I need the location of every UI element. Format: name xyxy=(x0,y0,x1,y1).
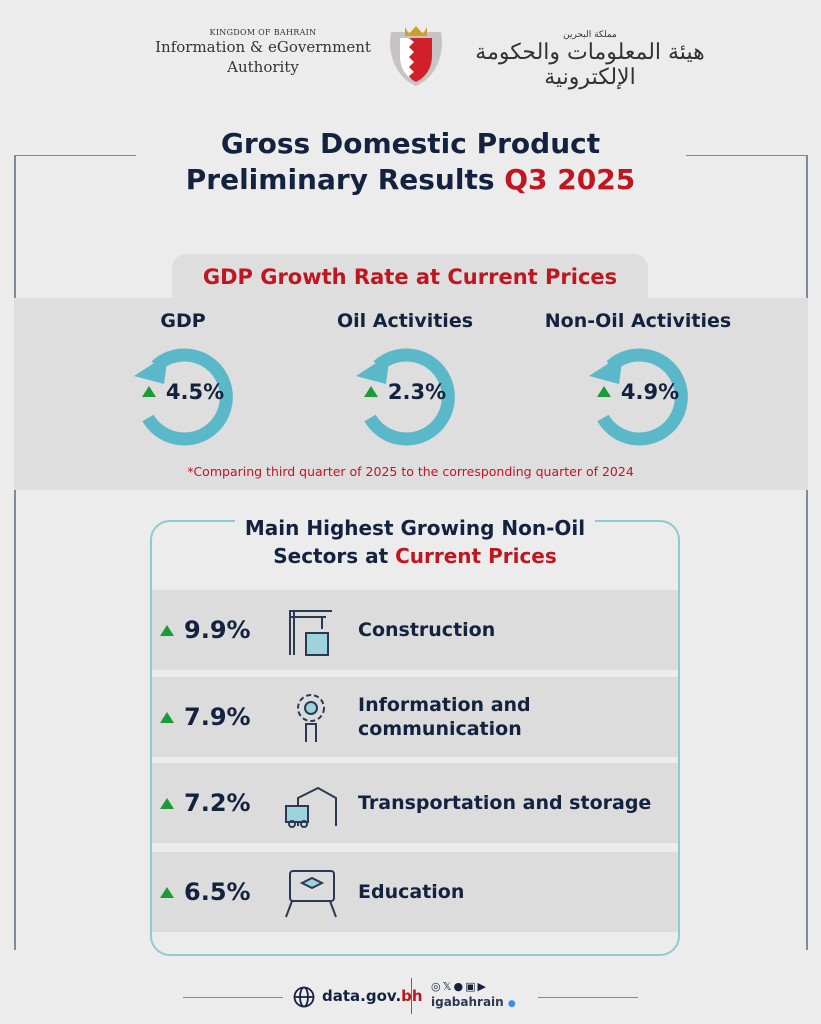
arabic-kingdom: مملكة البحرين xyxy=(563,30,617,40)
website-link[interactable]: data.gov.bh xyxy=(322,987,423,1005)
social-handle[interactable]: igabahrain ● xyxy=(431,995,516,1009)
up-arrow-icon xyxy=(160,625,174,636)
globe-icon xyxy=(293,986,315,1008)
instagram-icon[interactable]: ◎ xyxy=(431,980,443,993)
sector-row-education: 6.5% Education xyxy=(152,852,678,932)
metric-value: 4.5% xyxy=(165,380,225,404)
circular-arrow-icon xyxy=(589,348,688,446)
x-icon[interactable]: 𝕏 xyxy=(442,980,454,993)
comparison-note: *Comparing third quarter of 2025 to the … xyxy=(187,464,634,479)
metric-non-oil: Non-Oil Activities 4.9% xyxy=(528,310,748,450)
sector-name: Education xyxy=(358,881,465,903)
growth-heading: GDP Growth Rate at Current Prices xyxy=(172,254,648,300)
sector-value: 6.5% xyxy=(184,878,251,906)
circular-arrow-icon xyxy=(134,348,233,446)
footer-divider xyxy=(411,978,412,1014)
kingdom-label: KINGDOM OF BAHRAIN xyxy=(209,28,317,37)
sectors-heading-highlight: Current Prices xyxy=(395,544,557,568)
metric-label: Non-Oil Activities xyxy=(544,310,732,332)
page-title: Gross Domestic Product Preliminary Resul… xyxy=(0,126,821,198)
sectors-heading-line2: Sectors at xyxy=(273,544,396,568)
verified-icon: ● xyxy=(507,999,516,1009)
metric-oil: Oil Activities 2.3% xyxy=(295,310,515,450)
metric-value: 2.3% xyxy=(387,380,447,404)
authority-name-en: KINGDOM OF BAHRAIN Information & eGovern… xyxy=(150,28,376,77)
metric-label: Oil Activities xyxy=(336,310,474,332)
bahrain-crest-logo xyxy=(387,22,445,88)
footer-line xyxy=(183,997,283,998)
up-arrow-icon xyxy=(160,887,174,898)
title-line1: Gross Domestic Product xyxy=(220,127,601,160)
website-domain: data.gov. xyxy=(322,987,402,1005)
frame-line xyxy=(806,155,808,950)
gear-hand-icon xyxy=(297,694,325,742)
up-arrow-icon xyxy=(160,712,174,723)
youtube-icon[interactable]: ▶ xyxy=(477,980,488,993)
sector-name: Information and communication xyxy=(358,694,531,740)
up-arrow-icon xyxy=(141,386,156,397)
title-line2: Preliminary Results xyxy=(185,163,505,196)
sector-name: Transportation and storage xyxy=(358,792,652,814)
sector-value: 7.2% xyxy=(184,789,251,817)
warehouse-truck-icon xyxy=(285,786,337,828)
sectors-heading-line1: Main Highest Growing Non-Oil xyxy=(234,516,596,540)
frame-line xyxy=(14,155,16,950)
title-quarter: Q3 2025 xyxy=(504,163,636,196)
up-arrow-icon xyxy=(160,798,174,809)
handle-text: igabahrain xyxy=(431,995,504,1009)
social-icons[interactable]: ◎𝕏●▣▶ xyxy=(431,980,488,993)
sector-row-transport: 7.2% Transportation and storage xyxy=(152,763,678,843)
up-arrow-icon xyxy=(596,386,611,397)
sector-row-construction: 9.9% Construction xyxy=(152,590,678,670)
linkedin-icon[interactable]: ▣ xyxy=(465,980,478,993)
authority-label: Information & eGovernment Authority xyxy=(155,38,371,76)
arabic-authority: هيئة المعلومات والحكومة الإلكترونية xyxy=(475,40,705,90)
sectors-heading: Main Highest Growing Non-Oil Sectors at … xyxy=(150,514,680,570)
sector-value: 7.9% xyxy=(184,703,251,731)
sector-name: Construction xyxy=(358,619,496,641)
frame-line xyxy=(14,155,136,156)
up-arrow-icon xyxy=(363,386,378,397)
facebook-icon[interactable]: ● xyxy=(453,980,466,993)
metric-value: 4.9% xyxy=(620,380,680,404)
sector-value: 9.9% xyxy=(184,616,251,644)
metric-gdp: GDP 4.5% xyxy=(73,310,293,450)
screen-graduation-icon xyxy=(285,870,337,918)
footer: data.gov.bh ◎𝕏●▣▶ igabahrain ● xyxy=(0,978,821,1014)
crane-building-icon xyxy=(289,610,332,656)
sector-row-ict: 7.9% Information and communication xyxy=(152,677,678,757)
metric-label: GDP xyxy=(160,310,206,332)
frame-line xyxy=(686,155,808,156)
circular-arrow-icon xyxy=(356,348,455,446)
footer-line xyxy=(538,997,638,998)
authority-name-ar: مملكة البحرين هيئة المعلومات والحكومة ال… xyxy=(450,30,730,90)
